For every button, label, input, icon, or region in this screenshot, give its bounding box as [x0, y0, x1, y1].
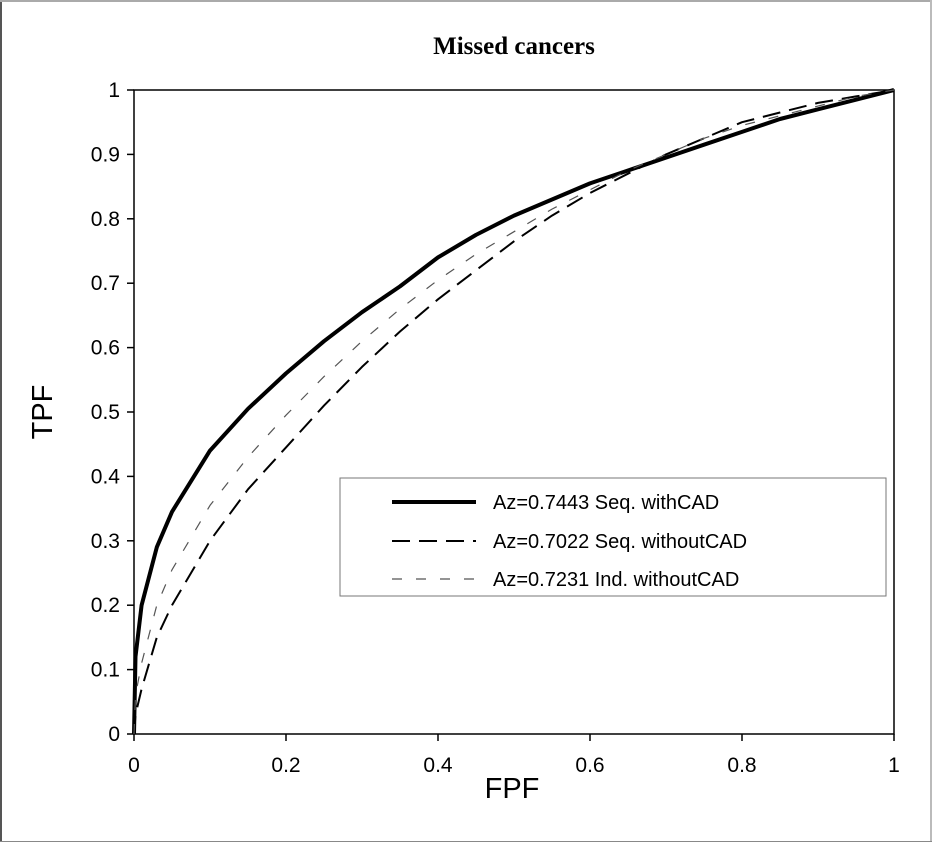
plot-area	[133, 89, 895, 735]
series-line-3	[133, 89, 895, 735]
y-tick-label: 0.3	[91, 530, 120, 553]
legend: Az=0.7443 Seq. withCAD Az=0.7022 Seq. wit…	[339, 477, 887, 597]
x-tick-label: 0.8	[727, 754, 756, 777]
y-axis: 0 0.1 0.2 0.3 0.4 0.5 0.6 0.7 0.8 0.9 1	[91, 79, 134, 746]
x-tick-label: 0.2	[271, 754, 300, 777]
x-tick-label: 1	[888, 754, 900, 777]
legend-label-1: Az=0.7443 Seq. withCAD	[493, 492, 719, 514]
legend-box	[339, 477, 887, 597]
legend-label-3: Az=0.7231 Ind. withoutCAD	[493, 569, 739, 591]
series-line-2	[133, 89, 895, 735]
y-tick-label: 1	[108, 79, 120, 102]
y-tick-label: 0.5	[91, 401, 120, 424]
series-layer	[132, 88, 895, 735]
page-border-right	[930, 0, 932, 842]
legend-label-2: Az=0.7022 Seq. withoutCAD	[493, 531, 747, 553]
y-tick-label: 0	[108, 723, 120, 746]
series-line-1	[132, 88, 895, 735]
y-axis-title: TPF	[27, 385, 59, 440]
chart-title: Missed cancers	[433, 33, 595, 60]
y-tick-label: 0.4	[91, 465, 121, 488]
y-tick-label: 0.9	[91, 143, 120, 166]
x-tick-label: 0.4	[423, 754, 453, 777]
y-tick-label: 0.2	[91, 594, 120, 617]
y-tick-label: 0.6	[91, 337, 120, 360]
y-tick-label: 0.8	[91, 208, 120, 231]
x-axis-title: FPF	[485, 773, 540, 805]
x-tick-label: 0.6	[575, 754, 604, 777]
x-axis: 0 0.2 0.4 0.6 0.8 1	[128, 734, 900, 777]
y-tick-label: 0.1	[91, 659, 120, 682]
x-tick-label: 0	[128, 754, 140, 777]
y-tick-label: 0.7	[91, 272, 120, 295]
page-border-top	[0, 0, 932, 2]
page-border-left	[0, 0, 2, 842]
